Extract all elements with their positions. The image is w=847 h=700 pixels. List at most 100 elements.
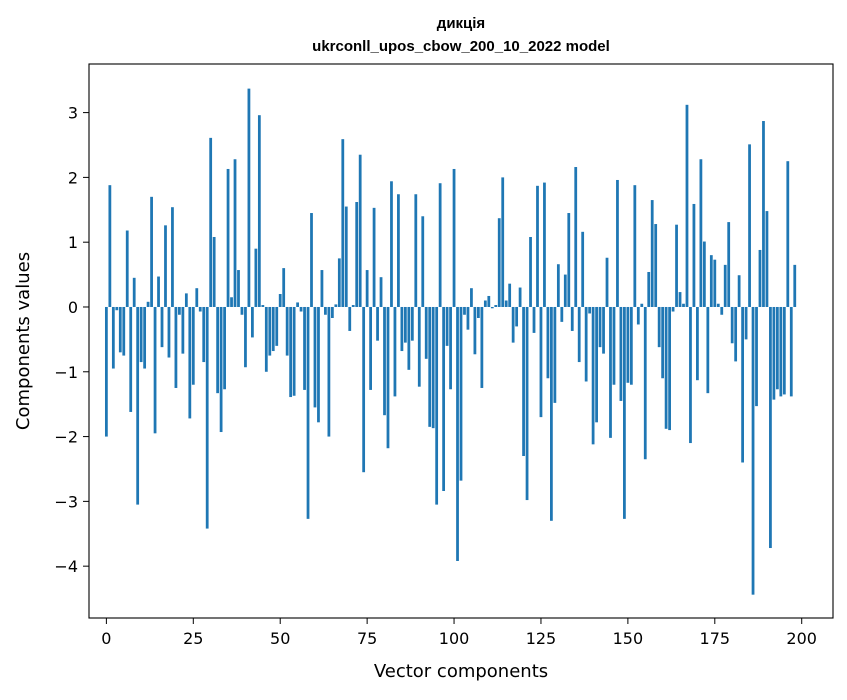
y-tick-label: −3 xyxy=(54,492,78,511)
bar xyxy=(709,255,713,307)
bar xyxy=(511,306,515,343)
bar xyxy=(292,306,296,396)
bar xyxy=(205,306,209,529)
bar xyxy=(536,185,539,307)
bar xyxy=(515,306,519,327)
bar xyxy=(157,276,160,307)
bar xyxy=(689,306,692,444)
bar xyxy=(734,306,738,362)
bar xyxy=(591,306,595,445)
bar xyxy=(581,231,585,307)
bar xyxy=(362,306,366,473)
bar xyxy=(741,306,744,463)
bar xyxy=(223,306,226,390)
bar xyxy=(619,306,623,401)
bar xyxy=(727,222,731,307)
bar xyxy=(633,185,637,307)
bar xyxy=(257,115,261,307)
bar xyxy=(160,306,164,348)
bar xyxy=(118,306,122,353)
bar xyxy=(730,306,734,344)
bar xyxy=(720,306,724,315)
bar xyxy=(306,306,310,519)
bar xyxy=(341,139,345,307)
bar xyxy=(661,306,665,379)
bar xyxy=(403,306,407,343)
bar xyxy=(765,211,769,307)
bar xyxy=(452,168,456,307)
bar xyxy=(327,306,331,437)
bar xyxy=(337,258,341,307)
bar xyxy=(438,183,442,307)
bar xyxy=(529,237,532,307)
bar xyxy=(602,306,605,354)
bar xyxy=(692,203,696,307)
bar xyxy=(296,302,299,307)
bar xyxy=(487,295,491,307)
bar xyxy=(570,306,574,331)
bar xyxy=(310,213,313,307)
bar xyxy=(636,306,640,325)
bar xyxy=(556,264,560,307)
bar xyxy=(473,306,477,355)
bar xyxy=(181,306,185,354)
bar xyxy=(748,144,751,307)
bar xyxy=(410,306,414,341)
bar xyxy=(153,306,157,434)
bar xyxy=(466,306,470,330)
bar xyxy=(497,218,501,307)
bar xyxy=(490,306,494,309)
bar xyxy=(414,194,418,307)
bar xyxy=(393,306,397,397)
bar xyxy=(456,306,459,561)
x-tick-label: 125 xyxy=(526,629,557,648)
axes-group: 0 25 50 75 100 125 150 175 200 −4 −3 −2 −1 0 1 2 3 xyxy=(54,104,817,648)
bar xyxy=(139,306,143,363)
y-tick-label: 1 xyxy=(68,233,78,252)
bar xyxy=(372,207,376,307)
bar xyxy=(390,181,393,307)
bar xyxy=(598,306,602,348)
bar xyxy=(348,306,352,331)
bar xyxy=(244,306,247,368)
bar xyxy=(198,306,202,312)
bar xyxy=(150,196,153,307)
bar xyxy=(612,306,616,385)
bar xyxy=(355,202,359,307)
bar xyxy=(146,301,150,307)
bar xyxy=(240,306,244,315)
bar xyxy=(167,306,171,358)
bar xyxy=(379,277,383,307)
bar xyxy=(247,88,251,307)
bar xyxy=(202,306,206,363)
bar xyxy=(209,137,213,307)
bar xyxy=(793,264,797,307)
bar xyxy=(115,306,119,311)
x-tick-label: 175 xyxy=(700,629,731,648)
bar xyxy=(230,297,233,307)
bar xyxy=(508,283,512,307)
y-tick-label: −1 xyxy=(54,363,78,382)
bar xyxy=(178,306,181,315)
bar xyxy=(539,306,543,418)
y-axis-label: Components values xyxy=(13,252,34,430)
bar xyxy=(532,306,536,333)
bar xyxy=(588,306,592,314)
bar xyxy=(696,306,699,381)
bar xyxy=(647,271,651,307)
bar xyxy=(271,306,275,352)
bar xyxy=(376,306,379,341)
bar xyxy=(623,306,626,519)
bar xyxy=(762,121,765,307)
bar xyxy=(643,306,647,460)
bar xyxy=(595,306,598,423)
bar xyxy=(668,306,671,431)
bar xyxy=(424,306,428,359)
bar xyxy=(626,306,630,383)
bar xyxy=(407,306,411,370)
bar xyxy=(786,161,790,307)
bar xyxy=(459,306,463,481)
bar xyxy=(678,292,682,307)
bar xyxy=(723,264,727,307)
